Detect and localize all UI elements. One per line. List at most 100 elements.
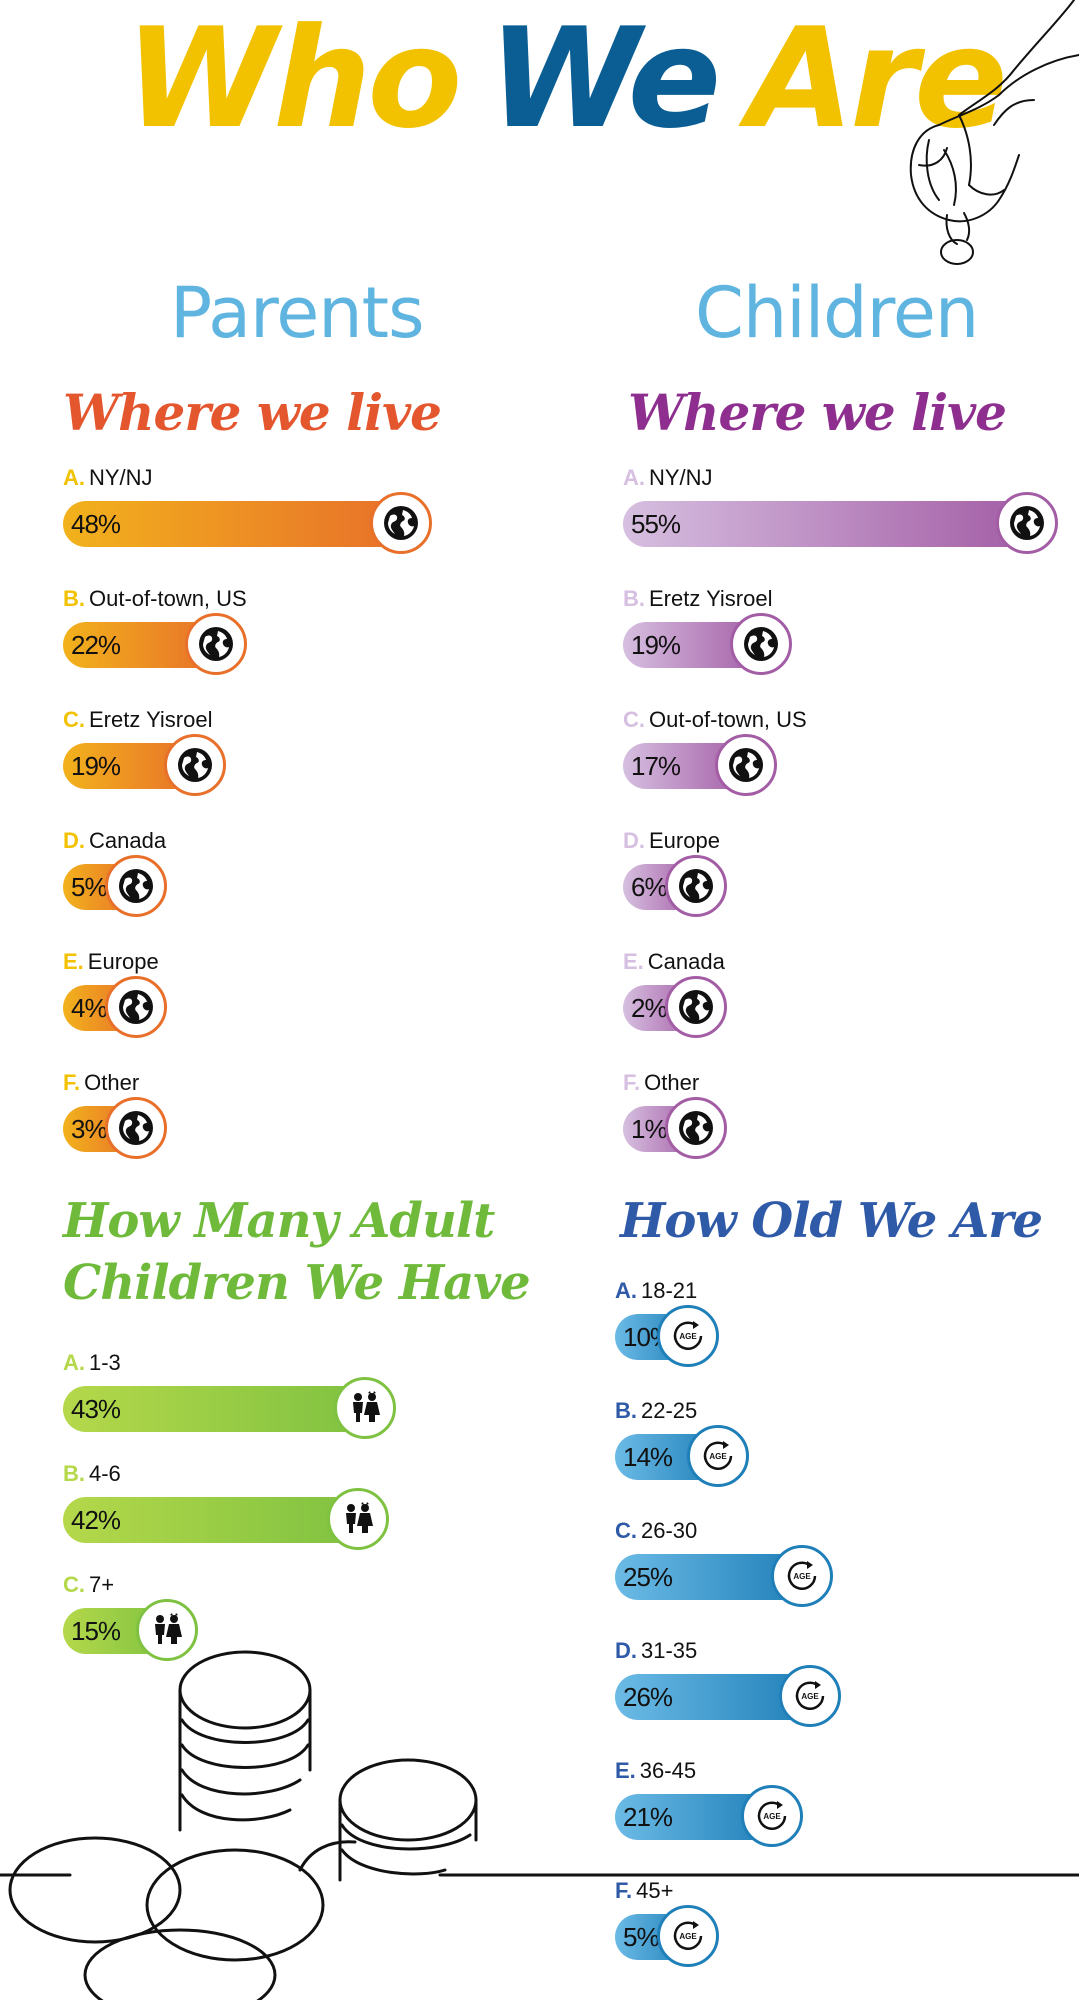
bar-letter: B. xyxy=(63,1461,85,1486)
coins-illustration xyxy=(0,1650,1079,2000)
bar-label: B. 22-25 xyxy=(615,1398,697,1424)
hand-coin-illustration xyxy=(909,0,1079,265)
bar-label: E. Europe xyxy=(63,949,159,975)
bar-label-text: 4-6 xyxy=(89,1461,121,1486)
bar-fill xyxy=(623,501,1030,547)
age-icon: AGE xyxy=(771,1545,833,1607)
bar-label-text: 18-21 xyxy=(641,1278,698,1303)
bar-letter: C. xyxy=(63,1572,85,1597)
bar-value: 19% xyxy=(631,630,681,660)
bar-label-text: Europe xyxy=(87,949,159,974)
bar-letter: A. xyxy=(615,1278,637,1303)
globe-icon xyxy=(665,855,727,917)
children-icon xyxy=(334,1377,397,1439)
globe-icon xyxy=(105,976,167,1038)
age-heading: How Old We Are xyxy=(620,1193,1043,1249)
age-icon: AGE xyxy=(687,1425,750,1487)
bar-label-text: Eretz Yisroel xyxy=(649,586,773,611)
bar-value: 4% xyxy=(71,993,108,1023)
bar-letter: F. xyxy=(615,1878,633,1903)
age-icon: AGE xyxy=(657,1305,719,1367)
bar-label: E. Canada xyxy=(623,949,725,975)
bar-value: 17% xyxy=(631,751,681,781)
bar-label: F. 45+ xyxy=(615,1878,673,1904)
globe-icon xyxy=(105,1097,167,1159)
bar-fill xyxy=(63,501,404,547)
globe-icon xyxy=(185,613,248,675)
globe-icon xyxy=(163,734,226,796)
globe-icon xyxy=(714,734,777,796)
bar-letter: B. xyxy=(623,586,645,611)
parents-where-heading: Where we live xyxy=(63,383,442,442)
bar-value: 14% xyxy=(623,1442,673,1472)
bar-label-text: NY/NJ xyxy=(89,465,153,490)
bar-letter: C. xyxy=(623,707,645,732)
bar-value: 5% xyxy=(71,872,108,902)
bar-label-text: Other xyxy=(644,1070,700,1095)
bar-fill xyxy=(63,1497,362,1543)
svg-text:AGE: AGE xyxy=(763,1812,781,1821)
bar-value: 2% xyxy=(631,993,668,1023)
bar-label: C. 26-30 xyxy=(615,1518,697,1544)
children-where-heading: Where we live xyxy=(628,383,1007,442)
bar-letter: E. xyxy=(63,949,84,974)
bar-label: B. 4-6 xyxy=(63,1461,121,1487)
bar-label: A. 1-3 xyxy=(63,1350,121,1376)
svg-text:AGE: AGE xyxy=(710,1452,728,1461)
bar-label: A. 18-21 xyxy=(615,1278,697,1304)
bar-label-text: 45+ xyxy=(636,1878,674,1903)
bar-letter: B. xyxy=(615,1398,637,1423)
children-icon xyxy=(327,1488,390,1550)
page-title: Who We Are xyxy=(125,10,1034,148)
bar-label: F. Other xyxy=(63,1070,139,1096)
bar-label: F. Other xyxy=(623,1070,699,1096)
bar-label-text: 26-30 xyxy=(641,1518,698,1543)
children-icon xyxy=(135,1599,198,1661)
bar-label: A. NY/NJ xyxy=(63,465,153,491)
bar-label-text: 7+ xyxy=(89,1572,115,1597)
bar-letter: C. xyxy=(615,1518,637,1543)
adult-children-heading-line2: Children We Have xyxy=(63,1255,531,1312)
bar-value: 15% xyxy=(71,1616,121,1646)
bar-label: D. Canada xyxy=(63,828,166,854)
bar-letter: A. xyxy=(63,465,85,490)
bar-label: D. 31-35 xyxy=(615,1638,697,1664)
globe-icon xyxy=(369,492,432,554)
bar-value: 21% xyxy=(623,1802,673,1832)
bar-value: 48% xyxy=(71,509,121,539)
adult-children-heading: How Many Adult Children We Have xyxy=(63,1190,531,1315)
bar-label-text: Canada xyxy=(89,828,167,853)
bar-label-text: 22-25 xyxy=(641,1398,698,1423)
bar-label: C. Eretz Yisroel xyxy=(63,707,213,733)
bar-label: A. NY/NJ xyxy=(623,465,713,491)
bar-value: 55% xyxy=(631,509,681,539)
globe-icon xyxy=(996,492,1058,554)
bar-value: 6% xyxy=(631,872,668,902)
bar-value: 26% xyxy=(623,1682,673,1712)
svg-text:AGE: AGE xyxy=(679,1932,697,1941)
bar-letter: D. xyxy=(63,828,85,853)
bar-letter: A. xyxy=(63,1350,85,1375)
bar-value: 25% xyxy=(623,1562,673,1592)
svg-text:AGE: AGE xyxy=(793,1572,811,1581)
bar-fill xyxy=(63,1386,369,1432)
bar-value: 22% xyxy=(71,630,121,660)
bar-value: 19% xyxy=(71,751,121,781)
bar-label: E. 36-45 xyxy=(615,1758,696,1784)
bar-label-text: 31-35 xyxy=(641,1638,698,1663)
bar-letter: A. xyxy=(623,465,645,490)
age-icon: AGE xyxy=(740,1785,803,1847)
svg-text:AGE: AGE xyxy=(801,1692,819,1701)
bar-label: B. Eretz Yisroel xyxy=(623,586,773,612)
globe-icon xyxy=(729,613,792,675)
globe-icon xyxy=(665,976,727,1038)
bar-label: B. Out-of-town, US xyxy=(63,586,247,612)
bar-label-text: 36-45 xyxy=(639,1758,697,1783)
age-icon: AGE xyxy=(778,1665,841,1727)
bar-letter: D. xyxy=(623,828,645,853)
title-word-we: We xyxy=(488,0,721,159)
globe-icon xyxy=(665,1097,727,1159)
bar-label-text: Other xyxy=(84,1070,140,1095)
bar-value: 3% xyxy=(71,1114,108,1144)
bar-letter: D. xyxy=(615,1638,637,1663)
